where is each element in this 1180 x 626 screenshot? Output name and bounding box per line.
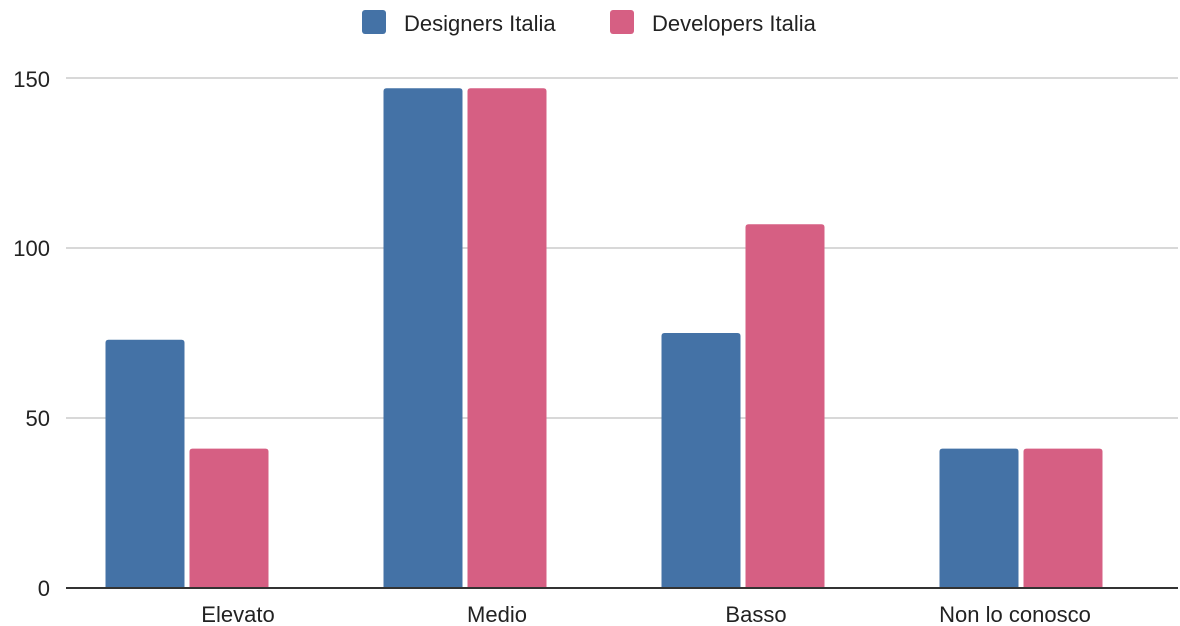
x-tick-label-basso: Basso [725, 602, 786, 626]
bar-designers-italia-non-lo-conosco [939, 448, 1019, 588]
gridlines [66, 77, 1178, 419]
y-tick-label: 50 [26, 406, 50, 431]
legend-label-designers-italia: Designers Italia [404, 11, 556, 36]
bar-developers-italia-elevato [189, 448, 269, 588]
legend-swatch-designers-italia [362, 10, 386, 34]
y-tick-label: 0 [38, 576, 50, 601]
x-tick-label-non-lo-conosco: Non lo conosco [939, 602, 1091, 626]
bar-designers-italia-basso [661, 333, 741, 588]
y-axis-ticks: 0 50 100 150 [13, 67, 50, 601]
legend-label-developers-italia: Developers Italia [652, 11, 817, 36]
x-tick-label-medio: Medio [467, 602, 527, 626]
x-tick-label-elevato: Elevato [201, 602, 274, 626]
bar-developers-italia-medio [467, 88, 547, 588]
y-tick-label: 150 [13, 67, 50, 92]
bar-designers-italia-medio [383, 88, 463, 588]
x-axis-ticks: Elevato Medio Basso Non lo conosco [201, 602, 1091, 626]
bars [105, 88, 1103, 588]
bar-designers-italia-elevato [105, 339, 185, 588]
y-tick-label: 100 [13, 236, 50, 261]
legend-swatch-developers-italia [610, 10, 634, 34]
bar-developers-italia-basso [745, 224, 825, 588]
legend: Designers Italia Developers Italia [362, 10, 817, 36]
bar-developers-italia-non-lo-conosco [1023, 448, 1103, 588]
